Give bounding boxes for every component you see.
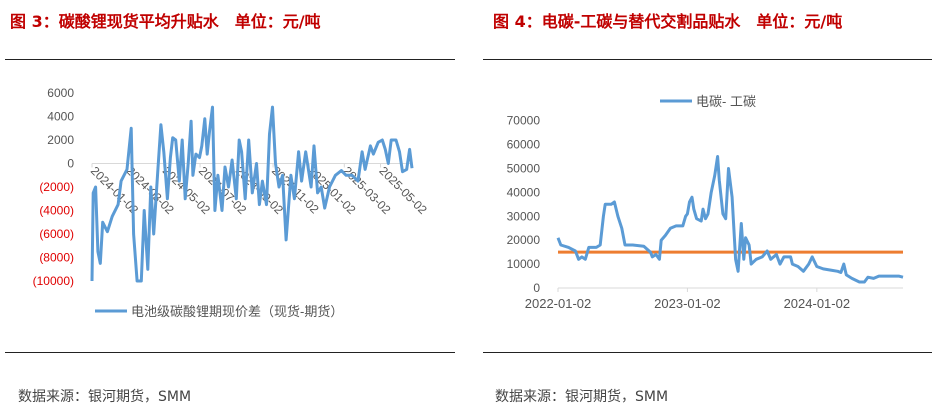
y-tick-label: 0 <box>67 157 74 171</box>
series-line <box>556 155 904 284</box>
divider <box>483 352 932 353</box>
divider <box>5 59 455 60</box>
y-tick-label: 50000 <box>507 162 541 176</box>
y-tick-label: (6000) <box>39 227 74 241</box>
y-tick-label: 0 <box>533 281 540 295</box>
legend-label: 电池级碳酸锂期现价差（现货-期货） <box>131 304 343 319</box>
y-tick-label: 10000 <box>507 257 541 271</box>
y-tick-label: 4000 <box>47 110 74 124</box>
y-tick-label: 2000 <box>47 133 74 147</box>
y-tick-label: 20000 <box>507 233 541 247</box>
x-tick-label: 2023-01-02 <box>654 296 721 311</box>
y-tick-label: 40000 <box>507 185 541 199</box>
y-tick-label: 70000 <box>507 114 541 128</box>
divider <box>5 352 455 353</box>
series-line <box>90 105 414 283</box>
source-note-left: 数据来源：银河期货，SMM <box>18 389 192 405</box>
chart-title-right: 图 4：电碳-工碳与替代交割品贴水 单位：元/吨 <box>493 12 843 31</box>
y-tick-label: (4000) <box>39 204 74 218</box>
legend-label: 电碳- 工碳 <box>696 94 756 109</box>
y-tick-label: (8000) <box>39 251 74 265</box>
y-tick-label: (10000) <box>33 274 74 288</box>
y-tick-label: 6000 <box>47 86 74 100</box>
y-tick-label: 60000 <box>507 138 541 152</box>
chart-title-left: 图 3：碳酸锂现货平均升贴水 单位：元/吨 <box>10 12 321 31</box>
y-tick-label: (2000) <box>39 180 74 194</box>
y-tick-label: 30000 <box>507 209 541 223</box>
x-tick-label: 2024-01-02 <box>784 296 851 311</box>
divider <box>483 59 932 60</box>
source-note-right: 数据来源：银河期货，SMM <box>495 389 669 405</box>
x-tick-label: 2022-01-02 <box>525 296 592 311</box>
